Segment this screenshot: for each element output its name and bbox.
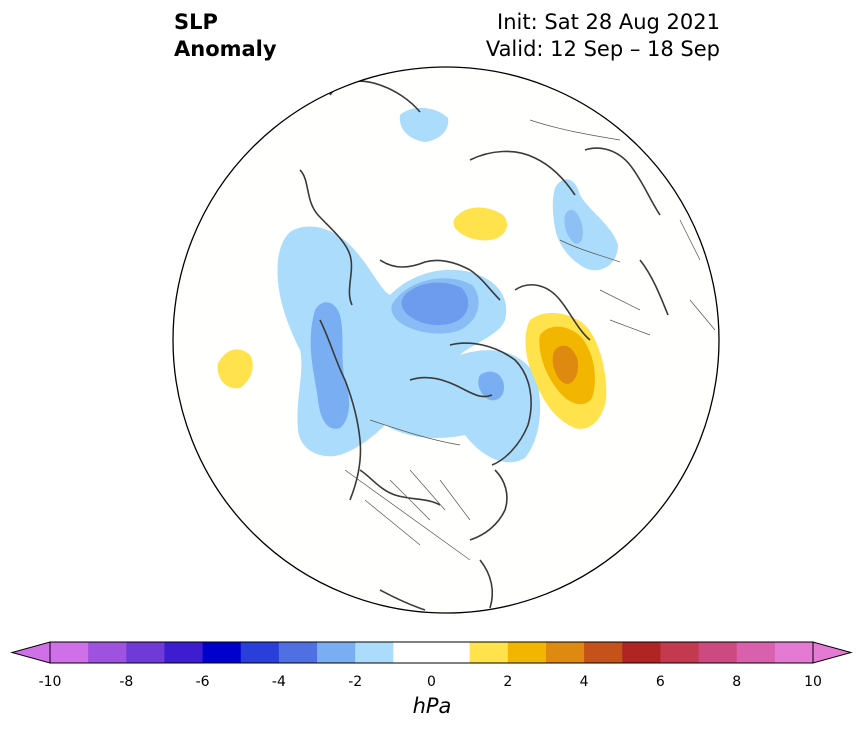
colorbar-segment	[278, 642, 318, 663]
borders	[344, 119, 716, 561]
colorbar-frame	[49, 641, 814, 664]
colorbar-unit-label: hPa	[412, 694, 452, 718]
colorbar-tick-label: -8	[119, 674, 134, 690]
colorbar	[10, 641, 853, 664]
colorbar-segment	[507, 642, 547, 663]
colorbar-segment	[736, 642, 776, 663]
negative-anomaly-east-siberia	[399, 107, 449, 142]
colorbar-segment	[660, 642, 700, 663]
map-boundary	[172, 66, 720, 614]
colorbar-tick-label: -4	[271, 674, 286, 690]
colorbar-segment	[622, 642, 661, 663]
title-variable: SLP Anomaly	[174, 9, 277, 63]
init-date-label: Init: Sat 28 Aug 2021	[497, 10, 720, 34]
negative-anomaly-alaska-gulf	[310, 302, 350, 429]
coastlines	[299, 80, 669, 611]
negative-anomaly-arctic-canada-mid	[391, 278, 479, 334]
title-variable-line2: Anomaly	[174, 37, 277, 61]
colorbar-tick-label: -6	[195, 674, 210, 690]
colorbar-tick-label: 0	[427, 674, 436, 690]
colorbar-tick-label: 4	[579, 674, 589, 690]
polar-map	[172, 66, 720, 614]
title-variable-line1: SLP	[174, 10, 218, 34]
colorbar-tick-label: 8	[732, 674, 742, 690]
colorbar-segment	[240, 642, 280, 663]
colorbar-tick-label: 10	[804, 674, 822, 690]
colorbar-segment	[202, 642, 242, 663]
colorbar-segment	[545, 642, 585, 663]
colorbar-segment	[698, 642, 738, 663]
colorbar-segment	[317, 642, 356, 663]
colorbar-segment	[355, 642, 394, 663]
negative-anomaly-greenland-west	[478, 371, 505, 401]
colorbar-tick-label: 2	[503, 674, 513, 690]
colorbar-segment	[164, 642, 204, 663]
positive-anomaly-central-siberia	[453, 207, 507, 241]
title-dates: Init: Sat 28 Aug 2021 Valid: 12 Sep – 18…	[486, 9, 720, 63]
negative-anomaly-scandinavia	[552, 179, 618, 271]
positive-anomaly-north-pacific	[217, 349, 253, 389]
negative-anomaly-scandinavia-core	[564, 209, 583, 244]
colorbar-segment	[88, 642, 127, 663]
colorbar-segment	[774, 642, 814, 663]
colorbar-segment	[126, 642, 165, 663]
colorbar-tick-label: 6	[655, 674, 665, 690]
colorbar-tick-label: -10	[38, 674, 62, 690]
colorbar-extend-max	[812, 641, 853, 664]
colorbar-segment	[584, 642, 623, 663]
valid-date-label: Valid: 12 Sep – 18 Sep	[485, 37, 720, 61]
colorbar-extend-min	[10, 641, 51, 664]
colorbar-segments	[10, 641, 853, 664]
colorbar-segment	[393, 642, 471, 663]
colorbar-segment	[469, 642, 509, 663]
colorbar-segment	[50, 642, 89, 663]
positive-anomaly-north-atlantic-core	[552, 345, 578, 384]
colorbar-tick-label: -2	[348, 674, 363, 690]
